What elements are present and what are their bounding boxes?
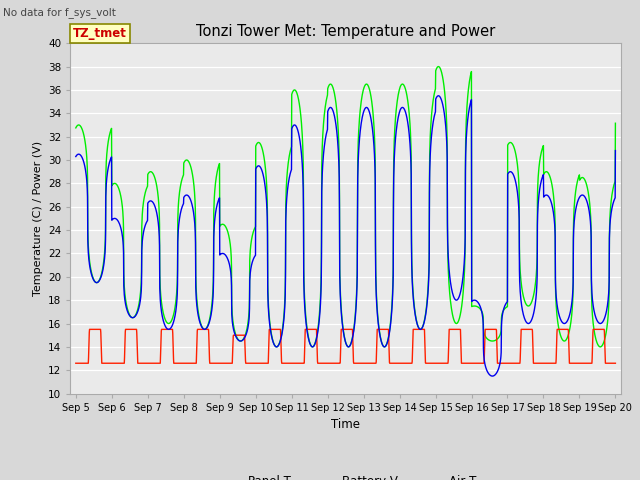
Battery V	[223, 360, 230, 366]
Battery V	[373, 334, 381, 339]
Air T	[72, 154, 79, 159]
X-axis label: Time: Time	[331, 418, 360, 431]
Y-axis label: Temperature (C) / Power (V): Temperature (C) / Power (V)	[33, 141, 43, 296]
Text: No data for f_sys_volt: No data for f_sys_volt	[3, 7, 116, 18]
Panel T	[612, 120, 620, 126]
Line: Air T: Air T	[76, 96, 616, 376]
Air T	[373, 302, 381, 308]
Panel T	[435, 64, 442, 70]
Panel T	[503, 304, 511, 310]
Air T	[564, 316, 572, 322]
Air T	[488, 373, 496, 379]
Air T	[612, 148, 620, 154]
Line: Battery V: Battery V	[76, 329, 616, 363]
Battery V	[564, 326, 572, 332]
Panel T	[564, 333, 572, 338]
Battery V	[72, 360, 79, 366]
Air T	[503, 300, 511, 305]
Battery V	[612, 360, 620, 366]
Air T	[579, 192, 587, 198]
Panel T	[223, 225, 230, 231]
Title: Tonzi Tower Met: Temperature and Power: Tonzi Tower Met: Temperature and Power	[196, 24, 495, 39]
Panel T	[579, 175, 587, 180]
Legend: Panel T, Battery V, Air T: Panel T, Battery V, Air T	[211, 470, 481, 480]
Text: TZ_tmet: TZ_tmet	[73, 27, 127, 40]
Panel T	[373, 302, 381, 308]
Battery V	[86, 326, 93, 332]
Air T	[435, 93, 442, 99]
Battery V	[579, 360, 587, 366]
Battery V	[502, 360, 510, 366]
Air T	[223, 253, 230, 259]
Panel T	[362, 82, 369, 88]
Panel T	[344, 344, 352, 350]
Battery V	[362, 360, 369, 366]
Panel T	[72, 125, 79, 131]
Air T	[361, 106, 369, 111]
Line: Panel T: Panel T	[76, 67, 616, 347]
